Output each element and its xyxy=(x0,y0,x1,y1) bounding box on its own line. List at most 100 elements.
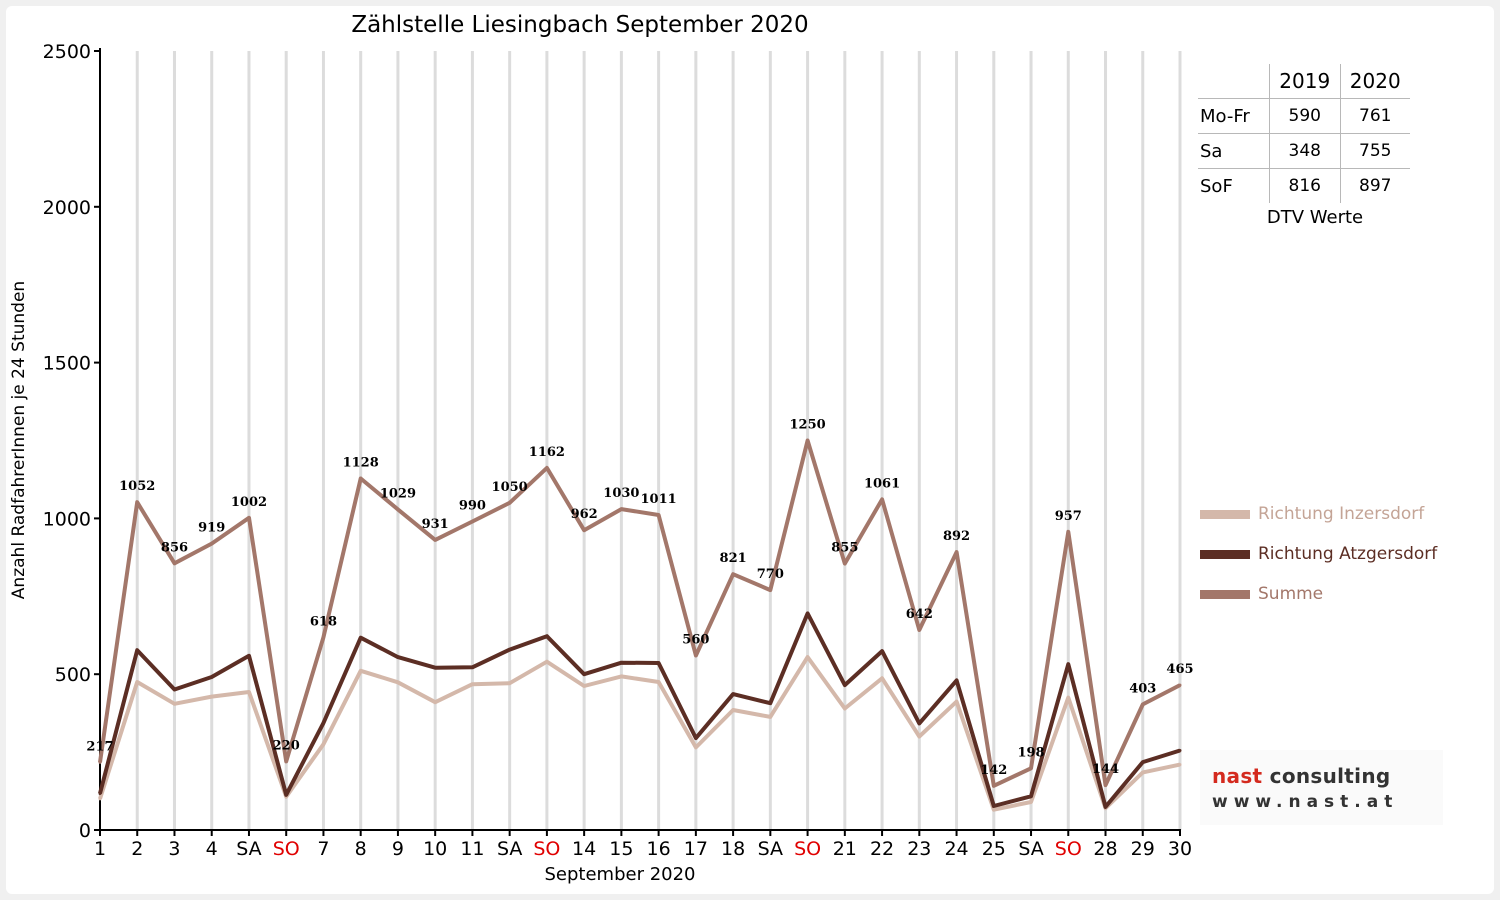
x-tick-label: 11 xyxy=(460,838,484,860)
chart-legend: Richtung Inzersdorf Richtung Atzgersdorf… xyxy=(1200,494,1437,614)
data-point-richtung-atzgersdorf xyxy=(806,611,810,615)
data-point-summe xyxy=(582,528,586,532)
data-point-summe xyxy=(955,550,959,554)
logo-wordmark: nast consulting xyxy=(1212,764,1390,788)
x-tick-label: 8 xyxy=(355,838,367,860)
data-point-richtung-atzgersdorf xyxy=(210,675,214,679)
data-label: 642 xyxy=(906,607,933,622)
data-point-richtung-atzgersdorf xyxy=(1066,662,1070,666)
dtv-row: Sa 348 755 xyxy=(1198,133,1410,169)
data-label: 1250 xyxy=(789,418,825,433)
data-point-richtung-atzgersdorf xyxy=(955,678,959,682)
data-point-richtung-inzersdorf xyxy=(1029,800,1033,804)
data-label: 990 xyxy=(459,499,486,514)
dtv-row-label: SoF xyxy=(1200,175,1233,197)
data-point-summe xyxy=(470,520,474,524)
legend-item-inzersdorf[interactable]: Richtung Inzersdorf xyxy=(1200,494,1437,534)
data-point-richtung-inzersdorf xyxy=(731,708,735,712)
data-point-richtung-inzersdorf xyxy=(1066,696,1070,700)
legend-label: Richtung Atzgersdorf xyxy=(1258,544,1438,564)
x-tick-label: 16 xyxy=(647,838,671,860)
data-label: 919 xyxy=(198,521,225,536)
data-point-richtung-atzgersdorf xyxy=(396,655,400,659)
data-label: 560 xyxy=(682,633,709,648)
data-point-richtung-inzersdorf xyxy=(470,682,474,686)
x-tick-label: SA xyxy=(1018,838,1043,860)
data-point-summe xyxy=(1104,783,1108,787)
dtv-caption: DTV Werte xyxy=(1266,207,1364,228)
data-point-summe xyxy=(98,760,102,764)
data-point-richtung-inzersdorf xyxy=(210,695,214,699)
data-label: 403 xyxy=(1129,681,1156,696)
series-line-summe xyxy=(98,438,1181,788)
data-point-summe xyxy=(247,516,251,520)
x-tick-label: 30 xyxy=(1168,838,1192,860)
data-point-richtung-atzgersdorf xyxy=(731,692,735,696)
data-point-richtung-atzgersdorf xyxy=(1141,760,1145,764)
company-logo: nast consulting www.nast.at xyxy=(1200,750,1443,825)
data-point-richtung-inzersdorf xyxy=(582,684,586,688)
x-tick-label: 24 xyxy=(944,838,968,860)
data-point-richtung-atzgersdorf xyxy=(992,804,996,808)
data-point-richtung-inzersdorf xyxy=(917,735,921,739)
legend-label: Summe xyxy=(1258,584,1324,604)
y-tick-label: 2500 xyxy=(43,41,91,63)
y-tick-label: 2000 xyxy=(43,197,91,219)
data-label: 962 xyxy=(571,507,598,522)
data-point-summe xyxy=(433,538,437,542)
data-point-richtung-atzgersdorf xyxy=(843,683,847,687)
data-label: 1002 xyxy=(231,495,267,510)
data-point-richtung-inzersdorf xyxy=(806,655,810,659)
x-tick-label: 17 xyxy=(684,838,708,860)
data-point-summe xyxy=(545,466,549,470)
data-label: 1030 xyxy=(603,486,639,501)
data-point-richtung-inzersdorf xyxy=(880,676,884,680)
data-point-richtung-atzgersdorf xyxy=(470,665,474,669)
y-tick-label: 0 xyxy=(79,820,91,842)
data-label: 931 xyxy=(422,517,449,532)
dtv-row: SoF 816 897 xyxy=(1198,168,1410,203)
data-point-richtung-atzgersdorf xyxy=(582,672,586,676)
data-point-richtung-inzersdorf xyxy=(135,680,139,684)
dtv-value-2020: 897 xyxy=(1359,176,1392,196)
dtv-value-2020: 755 xyxy=(1340,133,1410,169)
data-label: 1128 xyxy=(343,456,379,471)
data-point-summe xyxy=(992,784,996,788)
data-point-richtung-inzersdorf xyxy=(247,690,251,694)
data-point-richtung-inzersdorf xyxy=(433,700,437,704)
x-tick-label: 15 xyxy=(609,838,633,860)
data-point-richtung-inzersdorf xyxy=(98,797,102,801)
series-line-richtung-inzersdorf xyxy=(98,655,1181,812)
logo-part-consulting: consulting xyxy=(1269,764,1391,788)
data-point-richtung-atzgersdorf xyxy=(359,636,363,640)
x-axis-label: September 2020 xyxy=(544,864,696,885)
data-point-richtung-inzersdorf xyxy=(992,808,996,812)
legend-swatch xyxy=(1200,589,1250,599)
x-tick-label: 14 xyxy=(572,838,596,860)
dtv-row: Mo-Fr 590 761 xyxy=(1198,98,1410,134)
x-tick-label: 22 xyxy=(870,838,894,860)
data-point-richtung-inzersdorf xyxy=(508,681,512,685)
dtv-header-2019: 2019 xyxy=(1269,64,1341,99)
data-point-richtung-inzersdorf xyxy=(545,660,549,664)
legend-item-summe[interactable]: Summe xyxy=(1200,574,1437,614)
data-point-richtung-inzersdorf xyxy=(172,702,176,706)
data-point-richtung-inzersdorf xyxy=(359,669,363,673)
data-label: 1061 xyxy=(864,476,900,491)
data-label: 618 xyxy=(310,614,337,629)
data-point-summe xyxy=(619,507,623,511)
x-tick-label: 18 xyxy=(721,838,745,860)
data-label: 1050 xyxy=(492,480,528,495)
data-point-richtung-atzgersdorf xyxy=(321,721,325,725)
data-point-richtung-inzersdorf xyxy=(657,680,661,684)
data-point-richtung-inzersdorf xyxy=(955,700,959,704)
data-point-summe xyxy=(359,477,363,481)
logo-url: www.nast.at xyxy=(1212,792,1399,812)
data-point-summe xyxy=(1029,766,1033,770)
data-point-richtung-atzgersdorf xyxy=(880,649,884,653)
x-tick-label: 23 xyxy=(907,838,931,860)
data-point-summe xyxy=(508,501,512,505)
data-label: 198 xyxy=(1017,745,1044,760)
legend-item-atzgersdorf[interactable]: Richtung Atzgersdorf xyxy=(1200,534,1437,574)
